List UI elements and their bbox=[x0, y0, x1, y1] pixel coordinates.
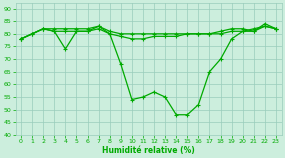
X-axis label: Humidité relative (%): Humidité relative (%) bbox=[102, 146, 195, 155]
